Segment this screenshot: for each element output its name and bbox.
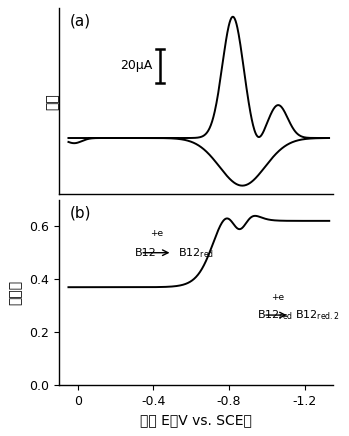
Y-axis label: 吸光度: 吸光度 — [8, 280, 22, 305]
Y-axis label: 电流: 电流 — [45, 93, 59, 109]
Text: +e: +e — [150, 229, 163, 238]
Text: B12: B12 — [135, 248, 156, 258]
Text: (a): (a) — [70, 14, 91, 29]
Text: B12$_{\mathregular{red.2}}$: B12$_{\mathregular{red.2}}$ — [295, 308, 340, 322]
X-axis label: 电位 E（V vs. SCE）: 电位 E（V vs. SCE） — [140, 414, 252, 428]
Text: B12$_{\mathregular{red}}$: B12$_{\mathregular{red}}$ — [258, 308, 294, 322]
Text: B12$_{\mathregular{red}}$: B12$_{\mathregular{red}}$ — [178, 246, 214, 259]
Text: (b): (b) — [70, 205, 91, 220]
Text: +e: +e — [271, 293, 284, 302]
Text: 20μA: 20μA — [120, 59, 152, 72]
